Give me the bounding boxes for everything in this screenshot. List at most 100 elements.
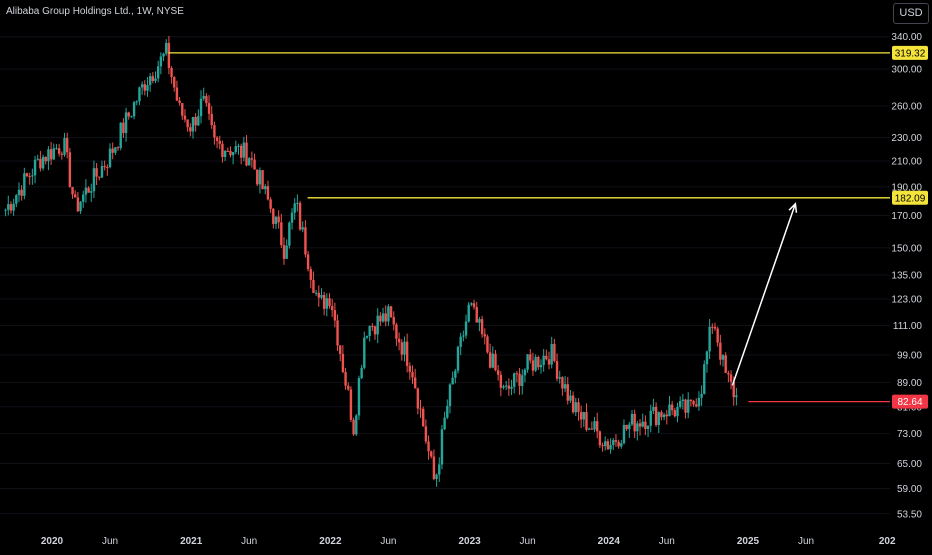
candle-body <box>92 168 96 192</box>
projection-arrow <box>731 203 797 386</box>
time-tick-label: 2022 <box>319 536 342 547</box>
candle-body <box>665 414 668 417</box>
candle-body <box>31 175 34 177</box>
candle-body <box>644 421 647 429</box>
candle-body <box>245 142 248 166</box>
candle-body <box>167 42 171 68</box>
candle-body <box>100 166 104 178</box>
candle-body <box>561 377 564 389</box>
candle-body <box>724 355 727 373</box>
price-tick-label: 170.00 <box>891 211 922 222</box>
candle-body <box>15 195 18 204</box>
candle-body <box>513 373 516 387</box>
candle-body <box>566 384 569 401</box>
time-tick-label: Jun <box>520 536 536 547</box>
candle-body <box>692 401 695 405</box>
candle-body <box>470 303 473 305</box>
candle-body <box>695 404 698 407</box>
candle-body <box>534 356 537 371</box>
candle-body <box>132 102 136 117</box>
candle-body <box>646 425 650 429</box>
candle-body <box>582 412 586 420</box>
candle-body <box>250 158 254 160</box>
candle-body <box>309 269 312 280</box>
candle-body <box>555 360 559 379</box>
currency-button[interactable]: USD <box>893 3 929 24</box>
candle-body <box>322 294 326 309</box>
candle-body <box>432 456 436 479</box>
candle-body <box>638 423 642 427</box>
candle-body <box>63 138 66 155</box>
candle-body <box>587 428 591 430</box>
time-tick-label: Jun <box>798 536 814 547</box>
candle-body <box>480 319 484 335</box>
candle-body <box>293 203 296 213</box>
candle-body <box>585 412 588 430</box>
candle-body <box>41 156 45 169</box>
candle-body <box>266 186 270 200</box>
candle-body <box>711 326 714 328</box>
candle-body <box>365 336 369 338</box>
candle-body <box>705 351 709 365</box>
candle-body <box>17 189 21 196</box>
candle-body <box>178 100 181 104</box>
candle-body <box>558 377 561 379</box>
candle-body <box>44 156 47 162</box>
candle-body <box>550 343 553 365</box>
candle-body <box>165 42 168 54</box>
candle-body <box>456 346 460 371</box>
price-tick-label: 210.00 <box>891 157 922 168</box>
candle-body <box>140 84 144 88</box>
price-tick-label: 230.00 <box>891 133 922 144</box>
candle-body <box>229 151 232 156</box>
candle-body <box>668 404 671 417</box>
candle-body <box>590 428 594 430</box>
candle-body <box>571 395 575 413</box>
candle-body <box>330 306 334 311</box>
candle-body <box>400 342 403 355</box>
price-tick-label: 340.00 <box>891 32 922 43</box>
candle-body <box>23 173 26 196</box>
candle-body <box>52 148 55 160</box>
candle-body <box>162 53 165 57</box>
candle-body <box>239 145 243 158</box>
price-tick-label: 190.00 <box>891 182 922 193</box>
time-tick-label: 2023 <box>458 536 481 547</box>
candle-body <box>4 209 7 211</box>
candle-body <box>301 227 304 230</box>
candle-body <box>28 176 31 178</box>
candle-body <box>518 373 521 386</box>
candle-body <box>210 113 213 126</box>
candle-body <box>427 441 430 452</box>
candle-body <box>673 410 677 417</box>
candle-body <box>617 441 620 447</box>
candle-body <box>727 372 730 375</box>
grid <box>0 36 890 515</box>
candle-body <box>676 407 679 417</box>
candle-body <box>349 389 353 420</box>
candle-body <box>577 402 580 413</box>
candle-body <box>451 377 454 385</box>
candle-body <box>660 412 663 418</box>
candle-body <box>387 306 390 322</box>
candle-body <box>108 148 112 168</box>
candle-body <box>205 95 208 104</box>
candle-body <box>277 216 280 223</box>
candle-body <box>363 337 366 368</box>
price-tick-label: 150.00 <box>891 243 922 254</box>
candle-body <box>716 328 719 343</box>
time-tick-label: 2025 <box>737 536 760 547</box>
candle-body <box>138 87 141 102</box>
candle-body <box>389 306 393 318</box>
candle-body <box>135 101 138 103</box>
candle-body <box>678 400 682 408</box>
candle-body <box>333 310 337 321</box>
candle-body <box>649 410 652 426</box>
candle-body <box>175 87 179 101</box>
candle-body <box>379 315 382 322</box>
candle-body <box>499 374 503 388</box>
candle-body <box>416 388 420 409</box>
candle-body <box>529 354 532 361</box>
